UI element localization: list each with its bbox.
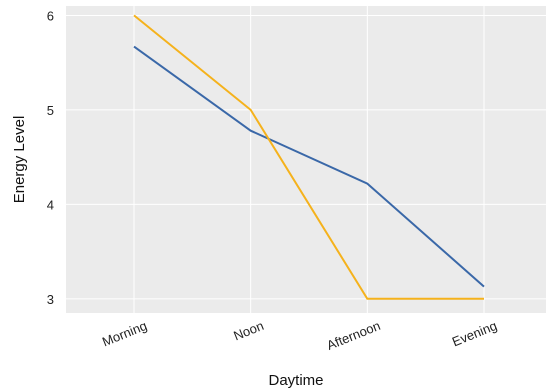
series-line-1 [133, 45, 485, 288]
y-tick-label: 3 [47, 292, 54, 307]
plot-background [66, 6, 546, 313]
x-tick-label: Afternoon [325, 318, 383, 353]
y-tick-labels: 3 4 5 6 [47, 8, 54, 306]
x-tick-label: Morning [100, 318, 149, 350]
x-tick-label: Evening [450, 318, 499, 350]
x-tick-labels: Morning Noon Afternoon Evening [100, 318, 499, 353]
x-tick-label: Noon [231, 318, 265, 344]
series-lines [133, 14, 485, 300]
y-tick-label: 4 [47, 197, 54, 212]
y-tick-label: 6 [47, 8, 54, 23]
y-tick-label: 5 [47, 103, 54, 118]
series-line-2 [133, 14, 484, 300]
y-axis-title: Energy Level [11, 116, 28, 204]
x-axis-title: Daytime [268, 372, 323, 389]
